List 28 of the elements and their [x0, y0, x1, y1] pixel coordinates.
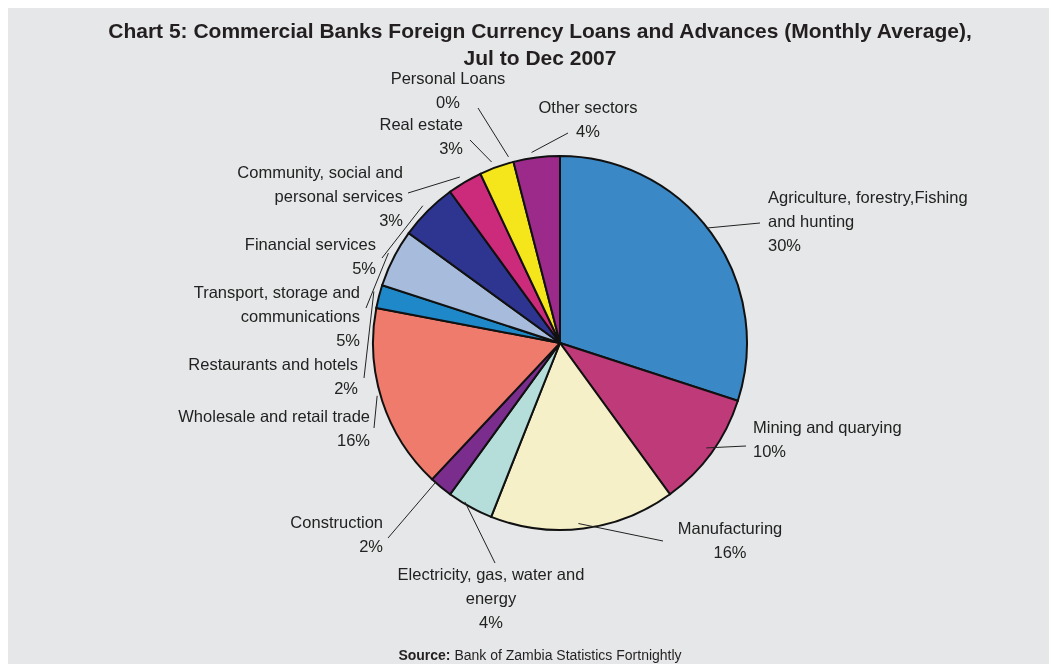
data-label: 16%	[713, 543, 747, 561]
slice-label: Community, social and personal services	[237, 163, 403, 205]
slice-label: Other sectors	[538, 98, 638, 116]
slice-label: Restaurants and hotels	[188, 355, 358, 373]
chart-title: Chart 5: Commercial Banks Foreign Currency Loans and Advances (Monthly Average), Jul to Dec 2007	[108, 19, 972, 69]
data-label: 2%	[359, 537, 384, 555]
data-label: 2%	[334, 379, 359, 397]
category-label: Personal Loans	[390, 69, 506, 87]
slice-label: Electricity, gas, water and energy	[397, 565, 585, 607]
data-label: 3%	[379, 211, 404, 229]
data-label: 10%	[753, 442, 787, 460]
slice-label: Construction	[290, 513, 383, 531]
slice-label: Transport, storage and communications	[193, 283, 360, 325]
data-label: 5%	[336, 331, 361, 349]
slice-label: Mining and quarying	[753, 418, 902, 436]
source-note: Source: Bank of Zambia Statistics Fortnightly	[398, 647, 682, 663]
slice-label: Manufacturing	[677, 519, 783, 537]
data-label: 16%	[336, 431, 371, 449]
data-label: 5%	[352, 259, 377, 277]
data-label: 4%	[576, 122, 601, 140]
slice-label: Real estate	[379, 115, 463, 133]
data-label: 3%	[439, 139, 464, 157]
text: 0%	[436, 93, 460, 111]
slice-label: Agriculture, forestry,Fishing and hunting	[768, 188, 968, 230]
slice-label: Financial services	[244, 235, 376, 253]
data-label: 4%	[479, 613, 504, 631]
slice-label: Wholesale and retail trade	[178, 407, 370, 425]
data-label: 30%	[768, 236, 802, 254]
